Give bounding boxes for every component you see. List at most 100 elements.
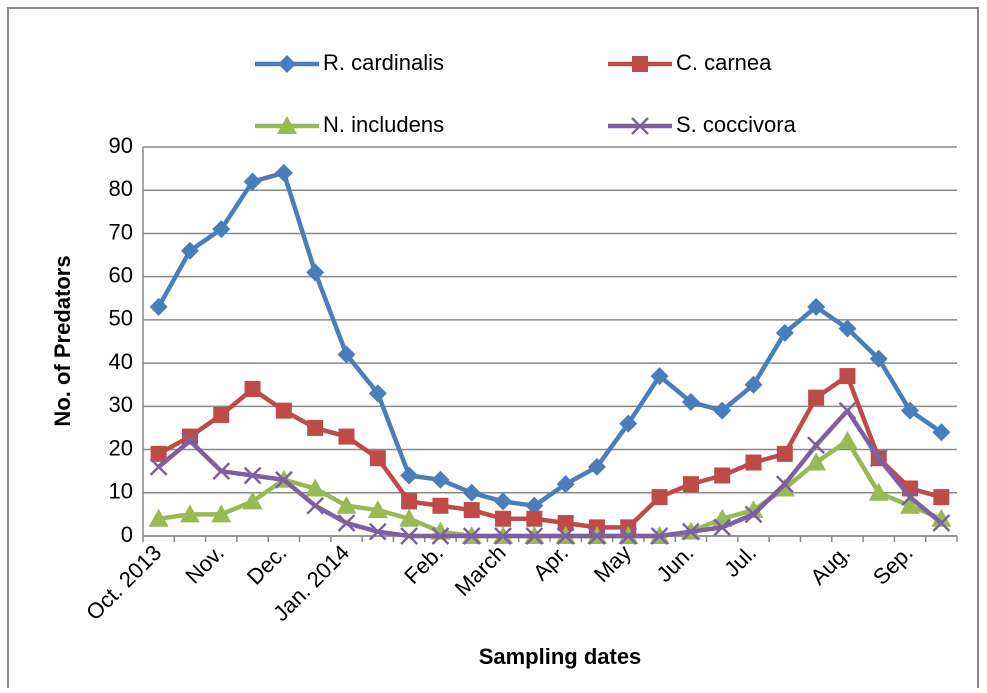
- marker: [244, 381, 261, 398]
- marker: [494, 527, 512, 545]
- marker: [587, 457, 606, 476]
- marker: [869, 349, 888, 368]
- y-tick-label: 90: [109, 133, 133, 158]
- marker: [744, 375, 763, 394]
- marker: [901, 488, 919, 506]
- marker: [306, 496, 325, 515]
- marker: [713, 401, 732, 420]
- x-axis-title: Sampling dates: [479, 644, 642, 669]
- marker: [213, 406, 230, 423]
- y-tick-label: 0: [121, 522, 133, 547]
- marker: [337, 514, 356, 532]
- marker: [839, 368, 856, 385]
- series-line: [156, 170, 943, 508]
- marker: [181, 432, 199, 450]
- marker: [714, 467, 731, 484]
- marker: [494, 492, 513, 511]
- marker: [619, 414, 638, 433]
- marker: [274, 163, 293, 182]
- marker: [211, 504, 232, 523]
- marker: [401, 493, 418, 510]
- marker: [681, 393, 700, 412]
- marker: [806, 452, 827, 471]
- marker: [682, 522, 700, 541]
- marker: [400, 527, 418, 545]
- marker: [745, 454, 762, 471]
- marker: [431, 527, 450, 545]
- marker: [808, 389, 825, 406]
- marker: [525, 496, 544, 515]
- marker: [525, 527, 544, 545]
- marker: [838, 319, 857, 338]
- marker: [933, 489, 950, 506]
- marker: [462, 527, 481, 545]
- marker: [148, 508, 169, 527]
- marker: [307, 419, 324, 436]
- marker: [650, 367, 669, 386]
- marker: [619, 527, 638, 545]
- marker: [713, 518, 732, 537]
- marker: [150, 445, 167, 462]
- marker: [277, 116, 297, 134]
- marker: [495, 510, 512, 527]
- marker: [149, 297, 168, 316]
- marker: [463, 502, 480, 519]
- marker: [776, 445, 793, 462]
- marker: [243, 466, 262, 485]
- marker: [212, 220, 231, 239]
- marker: [682, 476, 699, 493]
- marker: [275, 402, 292, 419]
- marker: [557, 515, 574, 532]
- marker: [432, 497, 449, 514]
- y-tick-label: 20: [109, 435, 133, 460]
- legend-label: R. cardinalis: [323, 50, 444, 75]
- marker: [931, 508, 952, 527]
- y-tick-label: 60: [109, 262, 133, 287]
- marker: [212, 462, 231, 481]
- marker: [337, 345, 356, 364]
- marker: [650, 527, 669, 545]
- marker: [462, 483, 481, 502]
- marker: [632, 56, 648, 72]
- marker: [901, 401, 920, 420]
- marker: [305, 478, 326, 497]
- marker: [400, 466, 419, 485]
- y-tick-label: 50: [109, 306, 133, 331]
- marker: [338, 428, 355, 445]
- marker: [744, 505, 763, 524]
- marker: [775, 475, 794, 494]
- marker: [181, 428, 198, 445]
- marker: [278, 55, 296, 73]
- marker: [242, 491, 263, 510]
- marker: [179, 504, 200, 523]
- marker: [556, 475, 575, 494]
- marker: [932, 423, 951, 442]
- marker: [368, 384, 387, 403]
- y-tick-label: 80: [109, 176, 133, 201]
- marker: [556, 527, 575, 545]
- marker: [932, 514, 951, 532]
- y-tick-label: 40: [109, 349, 133, 374]
- marker: [775, 323, 794, 342]
- marker: [838, 401, 857, 420]
- y-tick-label: 30: [109, 392, 133, 417]
- marker: [807, 297, 826, 316]
- legend-label: C. carnea: [676, 50, 772, 75]
- marker: [306, 263, 325, 282]
- marker: [243, 172, 262, 191]
- marker: [868, 482, 889, 501]
- marker: [631, 117, 649, 135]
- marker: [399, 508, 420, 527]
- marker: [275, 470, 293, 489]
- marker: [651, 489, 668, 506]
- marker: [743, 500, 764, 519]
- chart-border: [7, 7, 979, 693]
- marker: [900, 495, 921, 514]
- y-tick-label: 10: [109, 479, 133, 504]
- legend-label: N. includens: [323, 112, 444, 137]
- marker: [869, 449, 888, 468]
- y-axis-title: No. of Predators: [50, 255, 75, 426]
- marker: [837, 430, 858, 449]
- marker: [369, 450, 386, 467]
